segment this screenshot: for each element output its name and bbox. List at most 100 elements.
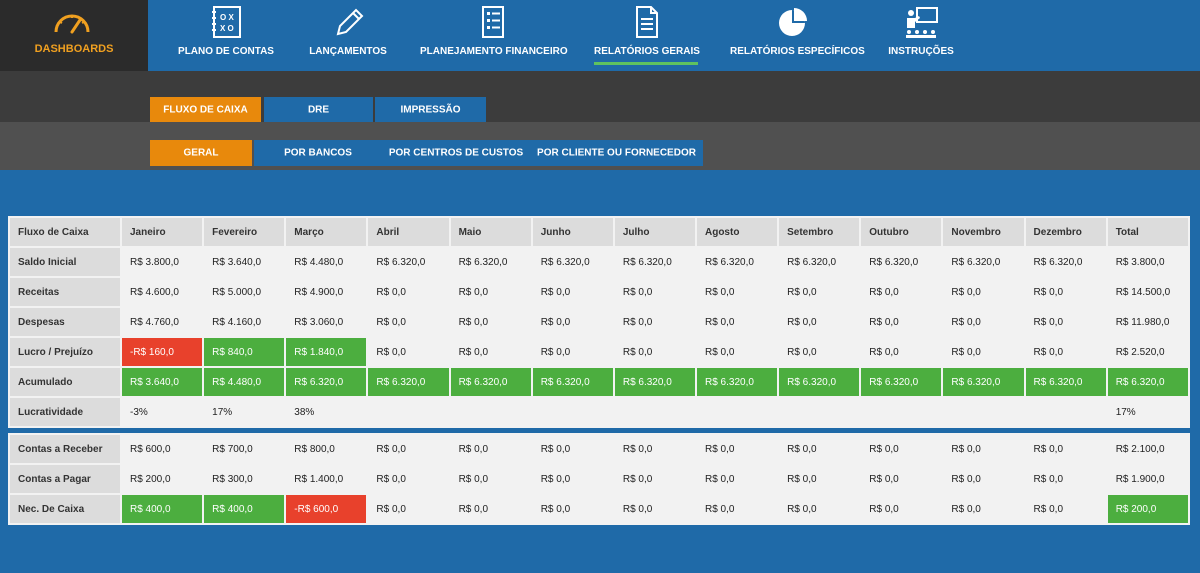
table-cell: R$ 4.480,0 [204,368,285,396]
table-cell: R$ 0,0 [614,465,695,493]
svg-text:X O: X O [220,24,234,33]
table-cell: R$ 0,0 [696,495,778,523]
table-cell: R$ 0,0 [614,435,695,463]
dashboards-button[interactable]: DASHBOARDS [0,0,148,71]
top-navigation: DASHBOARDS O X X O PLANO DE CONTAS LANÇA… [0,0,1200,71]
tab-label: DRE [307,104,330,115]
table-cell: R$ 0,0 [1025,338,1106,366]
table-cell: R$ 6.320,0 [943,368,1024,396]
table-cell: R$ 0,0 [532,338,613,366]
table-cell [614,398,695,426]
table-cell: R$ 400,0 [204,495,285,523]
table-cell: R$ 0,0 [450,465,531,493]
column-header: Agosto [696,218,778,246]
table-cell: R$ 0,0 [943,308,1024,336]
row-label: Contas a Receber [10,435,120,463]
table-cell: R$ 0,0 [532,495,613,523]
tab-impressao[interactable]: IMPRESSÃO [375,97,486,122]
nav-lancamentos[interactable]: LANÇAMENTOS [300,0,396,71]
cash-flow-table: Fluxo de Caixa Janeiro Fevereiro Março Abril… [8,216,1190,428]
nav-label: PLANEJAMENTO FINANCEIRO [420,46,568,57]
table-cell: R$ 800,0 [286,435,367,463]
table-cell: R$ 0,0 [696,338,778,366]
subtab-band: GERAL POR BANCOS POR CENTROS DE CUSTOS P… [0,122,1200,170]
table-cell: R$ 6.320,0 [532,368,613,396]
table-cell: R$ 2.520,0 [1107,338,1188,366]
table-cell [368,398,449,426]
subtab-por-bancos[interactable]: POR BANCOS [254,140,382,166]
dashboards-label: DASHBOARDS [34,43,114,55]
nav-relatorios-gerais[interactable]: RELATÓRIOS GERAIS [594,0,700,71]
table-cell [1025,398,1106,426]
table-cell: R$ 0,0 [1025,308,1106,336]
table-row: Saldo Inicial R$ 3.800,0 R$ 3.640,0 R$ 4.48… [10,248,1188,276]
table-cell: R$ 400,0 [122,495,203,523]
table-cell: R$ 0,0 [614,338,695,366]
table-cell: R$ 0,0 [861,465,942,493]
accounts-table: Contas a Receber R$ 600,0 R$ 700,0 R$ 800,0… [8,433,1190,525]
table-cell: R$ 0,0 [368,435,449,463]
subtab-label: POR CLIENTE OU FORNECEDOR [537,147,696,159]
subtab-label: POR BANCOS [284,147,352,159]
column-header: Março [286,218,367,246]
table-cell: R$ 0,0 [861,435,942,463]
table-cell: R$ 0,0 [779,308,860,336]
table-cell: 17% [1107,398,1188,426]
table-cell: R$ 0,0 [943,465,1024,493]
table-cell: R$ 1.400,0 [286,465,367,493]
column-header: Total [1107,218,1188,246]
row-label: Contas a Pagar [10,465,120,493]
plan-board-icon: O X X O [212,6,241,38]
table-cell: R$ 0,0 [696,435,778,463]
table-cell: R$ 0,0 [696,308,778,336]
tab-label: IMPRESSÃO [400,104,461,115]
table-cell: R$ 6.320,0 [614,368,695,396]
table-cell: R$ 6.320,0 [779,368,860,396]
nav-planejamento-financeiro[interactable]: PLANEJAMENTO FINANCEIRO [420,0,568,71]
subtab-label: GERAL [183,147,219,159]
active-underline [594,62,698,65]
table-cell: R$ 4.480,0 [286,248,367,276]
table-cell: R$ 0,0 [696,278,778,306]
subtab-por-centros-de-custos[interactable]: POR CENTROS DE CUSTOS [382,140,530,166]
table-cell: 17% [204,398,285,426]
nav-relatorios-especificos[interactable]: RELATÓRIOS ESPECÍFICOS [730,0,865,71]
table-cell: R$ 3.800,0 [122,248,203,276]
table-cell: R$ 6.320,0 [368,248,449,276]
table-cell: R$ 0,0 [532,278,613,306]
tab-dre[interactable]: DRE [264,97,373,122]
subtab-geral[interactable]: GERAL [150,140,252,166]
tab-fluxo-de-caixa[interactable]: FLUXO DE CAIXA [150,97,261,122]
table-cell: R$ 0,0 [779,278,860,306]
nav-plano-de-contas[interactable]: O X X O PLANO DE CONTAS [170,0,282,71]
gauge-icon [54,14,90,34]
column-header: Fevereiro [204,218,285,246]
table-cell [779,398,860,426]
document-icon [636,6,658,38]
table-cell: R$ 600,0 [122,435,203,463]
table-cell: R$ 6.320,0 [1025,248,1106,276]
table-cell: R$ 6.320,0 [779,248,860,276]
row-label: Lucro / Prejuízo [10,338,120,366]
table-cell: R$ 200,0 [1107,495,1188,523]
table-cell: R$ 4.160,0 [204,308,285,336]
table-cell [861,398,942,426]
svg-text:O X: O X [220,13,234,22]
subtab-por-cliente-ou-fornecedor[interactable]: POR CLIENTE OU FORNECEDOR [530,140,703,166]
table-cell: R$ 6.320,0 [861,248,942,276]
table-cell: R$ 0,0 [1025,278,1106,306]
table-cell: R$ 0,0 [943,495,1024,523]
table-cell: R$ 0,0 [861,338,942,366]
table-cell: R$ 4.900,0 [286,278,367,306]
nav-instrucoes[interactable]: INSTRUÇÕES [884,0,958,71]
column-header: Dezembro [1025,218,1106,246]
table-cell: R$ 1.900,0 [1107,465,1188,493]
table-cell: R$ 0,0 [779,495,860,523]
column-header: Setembro [779,218,860,246]
table-cell: R$ 14.500,0 [1107,278,1188,306]
table-cell: R$ 0,0 [1025,435,1106,463]
subtab-label: POR CENTROS DE CUSTOS [388,147,524,159]
pie-chart-icon [779,8,807,36]
column-header: Abril [368,218,449,246]
table-cell: R$ 6.320,0 [696,248,778,276]
